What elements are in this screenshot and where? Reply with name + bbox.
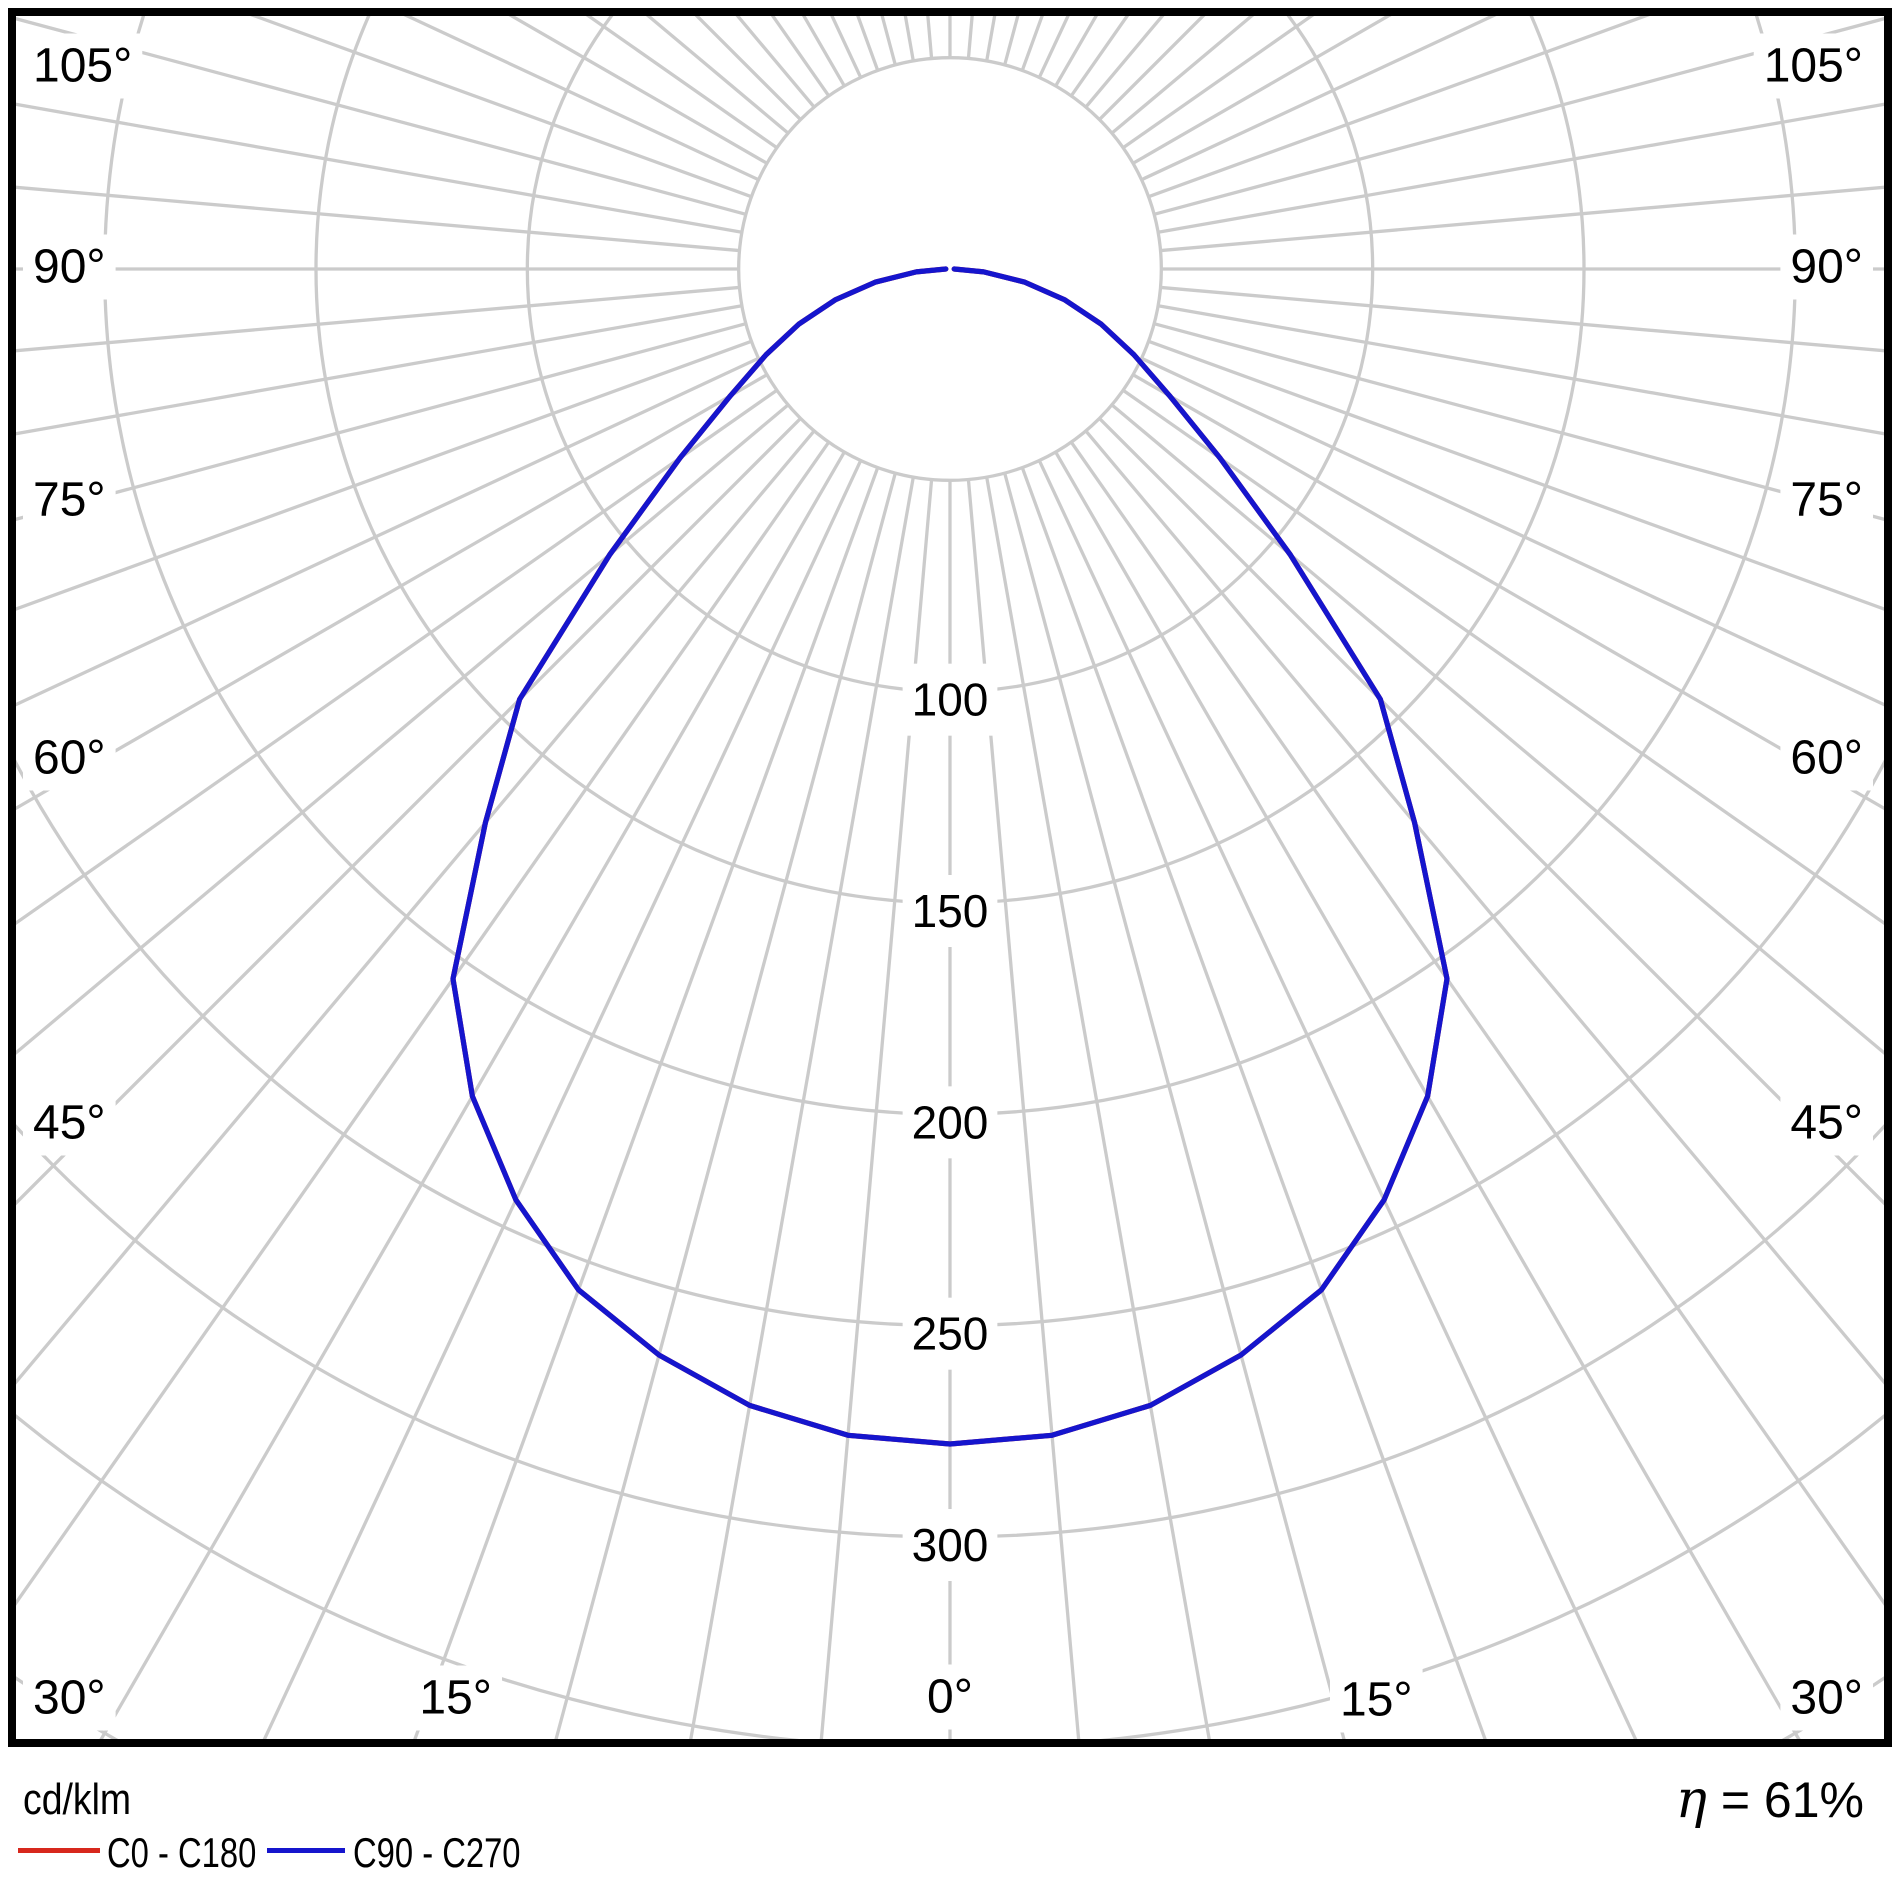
angle-label-right-60°: 60° [1790, 732, 1863, 785]
radial-tick-label-100: 100 [912, 674, 989, 726]
grid-ray-20 [1020, 467, 1487, 1739]
angle-label-right-105°: 105° [1764, 40, 1863, 93]
radial-tick-label-250-mask [902, 1297, 998, 1370]
angle-label-left-15-mask [409, 1665, 502, 1731]
grid-ray-45 [1098, 417, 1884, 1206]
grid-ray-305 [16, 388, 778, 926]
grid-ray-260 [16, 102, 743, 234]
grid-ray-320 [16, 429, 816, 1385]
angle-label-right-75°: 75° [1790, 474, 1863, 527]
angle-label-right-105°-mask [1753, 33, 1873, 99]
angle-label-left-60°: 60° [33, 732, 106, 785]
angle-label-right-45°: 45° [1790, 1097, 1863, 1150]
efficiency-label: η = 61% [1676, 1774, 1864, 1826]
radial-tick-label-200: 200 [912, 1096, 989, 1148]
angle-label-right-30°: 30° [1790, 1672, 1863, 1725]
grid-ray-285 [16, 322, 747, 521]
angle-label-left-75°: 75° [33, 474, 106, 527]
grid-ray-120 [1132, 16, 1392, 165]
grid-ray-345 [554, 472, 897, 1739]
radial-tick-label-300-mask [902, 1509, 998, 1582]
grid-ray-70 [1148, 339, 1884, 611]
angle-label-left-45°: 45° [33, 1097, 106, 1150]
grid-ray-55 [1122, 388, 1884, 926]
grid-ray-65 [1140, 356, 1884, 707]
grid-ray-315 [16, 417, 802, 1206]
legend-swatch-c90-c270 [267, 1848, 345, 1853]
grid-ray-35 [1069, 441, 1884, 1606]
angle-label-0: 0° [927, 1671, 973, 1724]
radial-tick-label-150-mask [902, 875, 998, 948]
legend-item-label: C90 - C270 [353, 1829, 521, 1876]
angle-label-right-90°: 90° [1790, 241, 1863, 294]
grid-ray-95 [1160, 185, 1884, 253]
grid-ray-275 [16, 285, 740, 353]
angle-label-left-45°-mask [23, 1090, 116, 1156]
grid-ray-245 [403, 16, 760, 182]
legend-swatch-c0-c180 [18, 1848, 100, 1853]
angle-label-left-30°: 30° [33, 1672, 106, 1725]
units-label: cd/klm [23, 1775, 132, 1824]
grid-ray-25 [1037, 459, 1638, 1739]
grid-ray-350 [689, 476, 915, 1739]
grid-ray-115 [1140, 16, 1497, 182]
angle-label-0-mask [917, 1664, 983, 1730]
angle-label-left-90°: 90° [33, 241, 106, 294]
grid-ray-290 [16, 339, 752, 611]
grid-ray-355 [819, 479, 934, 1739]
grid-ray-265 [16, 185, 740, 253]
angle-label-right-60°-mask [1780, 725, 1873, 791]
angle-label-left-90°-mask [23, 234, 116, 300]
grid-ray-10 [985, 476, 1211, 1739]
angle-label-left-30°-mask [23, 1665, 116, 1731]
grid-ray-325 [16, 441, 831, 1606]
angle-label-left-60°-mask [23, 725, 116, 791]
angle-label-right-15: 15° [1340, 1674, 1413, 1727]
grid-ray-330 [99, 451, 846, 1739]
radial-tick-label-200-mask [902, 1086, 998, 1159]
curve-c90-c270 [450, 266, 1450, 1447]
radial-tick-label-250: 250 [912, 1308, 989, 1360]
radial-tick-label-150: 150 [912, 885, 989, 937]
angle-label-left-15: 15° [419, 1672, 492, 1725]
angle-label-right-90°-mask [1780, 234, 1873, 300]
grid-ray-255 [16, 17, 747, 216]
grid-ray-110 [1148, 16, 1650, 199]
angle-label-right-45°-mask [1780, 1090, 1873, 1156]
eta-symbol: η [1675, 1770, 1707, 1830]
grid-ray-105 [1153, 17, 1884, 216]
angle-label-left-105°: 105° [33, 40, 132, 93]
angle-label-right-15-mask [1330, 1667, 1423, 1733]
grid-ray-85 [1160, 285, 1884, 353]
angle-label-left-75°-mask [23, 467, 116, 533]
grid-ray-335 [262, 459, 863, 1739]
grid-ray-30 [1054, 451, 1801, 1739]
legend-item-label: C0 - C180 [107, 1829, 257, 1876]
grid-ray-250 [250, 16, 752, 199]
grid-ray-310 [16, 403, 790, 1055]
grid-ray-5 [966, 479, 1081, 1739]
curves [450, 266, 1450, 1447]
grid-ray-240 [508, 16, 768, 165]
angle-label-right-75°-mask [1780, 467, 1873, 533]
grid-ray-80 [1157, 304, 1884, 436]
efficiency-value: = 61% [1706, 1772, 1864, 1828]
radial-tick-label-300: 300 [912, 1519, 989, 1571]
grid-ray-75 [1153, 322, 1884, 521]
grid-ray-40 [1084, 429, 1884, 1385]
grid-ray-100 [1157, 102, 1884, 234]
angle-label-right-30°-mask [1780, 1665, 1873, 1731]
radial-tick-label-100-mask [902, 663, 998, 736]
grid-ray-295 [16, 356, 760, 707]
angle-label-left-105°-mask [23, 33, 143, 99]
grid-ray-50 [1110, 403, 1884, 1055]
labels: 100 150 200 250 300 105° 105° 90° 90° 75° 75° 60° 60… [23, 33, 1873, 1733]
grid-ray-280 [16, 304, 743, 436]
